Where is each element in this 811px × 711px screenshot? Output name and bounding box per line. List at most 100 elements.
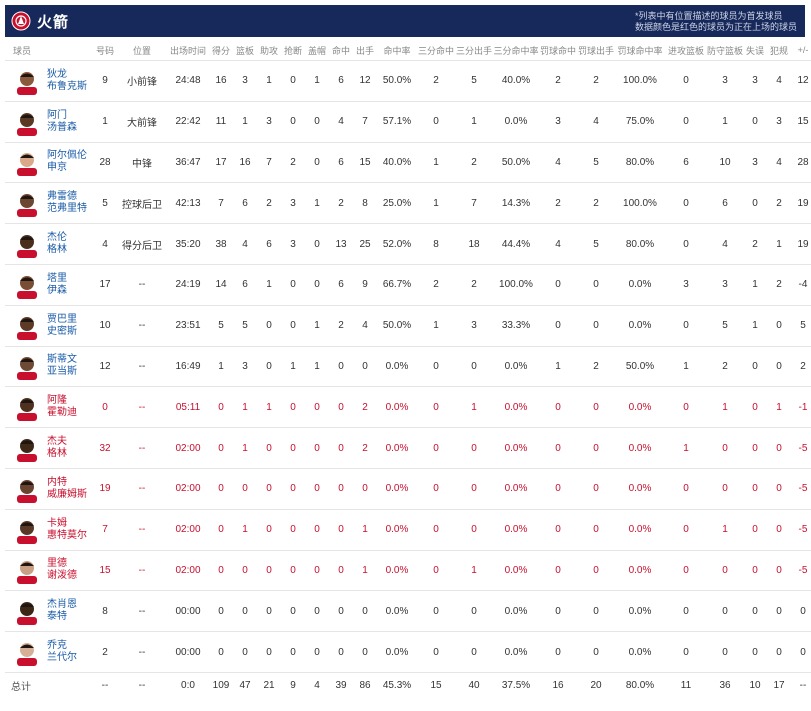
table-row[interactable]: 卡姆 惠特莫尔 7 -- 02:00 0 1 0 0 0 0 1 0.0% 0 0 0.0% 0 0 0.0% 0 1 0… [5,509,811,551]
player-name-first: 里德 [47,558,67,570]
player-name-link[interactable]: 杰夫 格林 [47,436,67,460]
table-row[interactable]: 弗雷德 范弗里特 5 控球后卫 42:13 7 6 2 3 1 2 8 25.0% 1 7 14.3% 2 2 10… [5,182,811,225]
stat-tpm: 0 [417,631,455,673]
stat-pts: 14 [209,264,233,306]
avatar [13,67,41,95]
player-name-link[interactable]: 乔克 兰代尔 [47,640,77,664]
stat-fga: 12 [353,60,377,102]
player-cell[interactable]: 杰伦 格林 [5,223,93,265]
table-row[interactable]: 阿隆 霍勒迪 0 -- 05:11 0 1 1 0 0 0 2 0.0% 0 1 0.0% 0 0 0.0% 0 1 0 1… [5,386,811,429]
player-name-link[interactable]: 弗雷德 范弗里特 [47,191,87,215]
player-name-link[interactable]: 塔里 伊森 [47,273,67,297]
stat-dreb: 0 [707,631,743,673]
player-name-last: 范弗里特 [47,203,87,215]
player-name-link[interactable]: 内特 威廉姆斯 [47,477,87,501]
stat-tpm: 1 [417,305,455,347]
table-row[interactable]: 狄龙 布鲁克斯 9 小前锋 24:48 16 3 1 0 1 6 12 50.0% 2 5 40.0% 2 2 10… [5,60,811,102]
stat-pf: 2 [767,182,791,225]
stat-reb: 0 [233,631,257,673]
table-row[interactable]: 杰伦 格林 4 得分后卫 35:20 38 4 6 3 0 13 25 52.0% 8 18 44.4% 4 5 8… [5,223,811,265]
player-name-link[interactable]: 杰肖恩 泰特 [47,599,77,623]
stat-oreb: 0 [665,223,707,265]
stat-pts: 7 [209,182,233,225]
player-name-link[interactable]: 杰伦 格林 [47,232,67,256]
stat-ftp: 0.0% [615,550,665,592]
player-cell[interactable]: 里德 谢泼德 [5,550,93,592]
stat-tov: 0 [743,590,767,633]
team-name: 火箭 [37,13,70,31]
stat-ast: 0 [257,305,281,347]
total-num: -- [101,680,109,692]
player-name-link[interactable]: 贾巴里 史密斯 [47,314,77,338]
player-name-link[interactable]: 阿门 汤普森 [47,110,77,134]
table-row[interactable]: 里德 谢泼德 15 -- 02:00 0 0 0 0 0 0 1 0.0% 0 1 0.0% 0 0 0.0% 0 0 0… [5,550,811,592]
table-row[interactable]: 乔克 兰代尔 2 -- 00:00 0 0 0 0 0 0 0 0.0% 0 0 0.0% 0 0 0.0% 0 0 0 0… [5,631,811,673]
player-cell[interactable]: 阿隆 霍勒迪 [5,386,93,429]
stat-fgm: 0 [329,590,353,633]
player-name-last: 惠特莫尔 [47,529,87,541]
table-row[interactable]: 杰夫 格林 32 -- 02:00 0 1 0 0 0 0 2 0.0% 0 0 0.0% 0 0 0.0% 1 0 0 0… [5,427,811,469]
player-cell[interactable]: 斯蒂文 亚当斯 [5,346,93,388]
total-fga: 86 [359,680,371,692]
table-row[interactable]: 杰肖恩 泰特 8 -- 00:00 0 0 0 0 0 0 0 0.0% 0 0 0.0% 0 0 0.0% 0 0 0 0… [5,590,811,633]
player-cell[interactable]: 狄龙 布鲁克斯 [5,60,93,102]
stat-reb: 1 [233,101,257,143]
stat-blk: 1 [305,305,329,347]
stat-tpp: 0.0% [493,386,539,429]
column-header: 三分命中率 [493,40,539,61]
player-name-last: 谢泼德 [47,570,77,582]
stat-stl: 0 [281,60,305,102]
stat-reb: 0 [233,590,257,633]
player-cell[interactable]: 阿尔佩伦 申京 [5,142,93,184]
table-row[interactable]: 塔里 伊森 17 -- 24:19 14 6 1 0 0 6 9 66.7% 2 2 100.0% 0 0 0.0%… [5,264,811,306]
stat-num: 9 [93,60,117,102]
stat-fgp: 57.1% [377,101,417,143]
column-header: 出手 [353,40,377,61]
player-cell[interactable]: 杰夫 格林 [5,427,93,469]
stat-tpm: 0 [417,427,455,469]
player-cell[interactable]: 乔克 兰代尔 [5,631,93,673]
table-row[interactable]: 内特 威廉姆斯 19 -- 02:00 0 0 0 0 0 0 0 0.0% 0 0 0.0% 0 0 0.0% 0 0… [5,468,811,510]
stat-fta: 0 [577,427,615,469]
stat-pos: -- [117,468,167,510]
stat-ftm: 2 [539,182,577,225]
player-cell[interactable]: 阿门 汤普森 [5,101,93,143]
player-name-link[interactable]: 阿尔佩伦 申京 [47,150,87,174]
stat-tov: 1 [743,305,767,347]
player-cell[interactable]: 卡姆 惠特莫尔 [5,509,93,551]
player-name-link[interactable]: 斯蒂文 亚当斯 [47,354,77,378]
stat-dreb: 0 [707,550,743,592]
stat-fga: 9 [353,264,377,306]
column-header: 出场时间 [167,40,209,61]
stat-tov: 0 [743,427,767,469]
table-row[interactable]: 阿门 汤普森 1 大前锋 22:42 11 1 3 0 0 4 7 57.1% 0 1 0.0% 3 4 75.0%… [5,101,811,143]
player-cell[interactable]: 贾巴里 史密斯 [5,305,93,347]
stat-pos: 得分后卫 [117,223,167,265]
table-row[interactable]: 斯蒂文 亚当斯 12 -- 16:49 1 3 0 1 1 0 0 0.0% 0 0 0.0% 1 2 50.0% 1… [5,346,811,388]
stat-dreb: 3 [707,264,743,306]
player-cell[interactable]: 杰肖恩 泰特 [5,590,93,633]
player-cell[interactable]: 弗雷德 范弗里特 [5,182,93,225]
stat-tpm: 0 [417,101,455,143]
stat-tov: 0 [743,182,767,225]
table-row[interactable]: 贾巴里 史密斯 10 -- 23:51 5 5 0 0 1 2 4 50.0% 1 3 33.3% 0 0 0.0%… [5,305,811,347]
stat-ast: 0 [257,631,281,673]
player-name-first: 卡姆 [47,517,67,529]
player-name-link[interactable]: 卡姆 惠特莫尔 [47,518,87,542]
player-cell[interactable]: 塔里 伊森 [5,264,93,306]
stat-pm: 5 [791,305,811,347]
total-tov: 10 [749,680,761,692]
table-row[interactable]: 阿尔佩伦 申京 28 中锋 36:47 17 16 7 2 0 6 15 40.0% 1 2 50.0% 4 5 8… [5,142,811,184]
player-name-first: 贾巴里 [47,313,77,325]
player-name-last: 伊森 [47,284,67,296]
player-name-link[interactable]: 狄龙 布鲁克斯 [47,69,87,93]
player-cell[interactable]: 内特 威廉姆斯 [5,468,93,510]
stat-num: 15 [93,550,117,592]
stat-tpa: 2 [455,142,493,184]
stat-pts: 0 [209,509,233,551]
stat-oreb: 3 [665,264,707,306]
player-name-link[interactable]: 阿隆 霍勒迪 [47,395,77,419]
player-name-link[interactable]: 里德 谢泼德 [47,558,77,582]
player-name-last: 亚当斯 [47,366,77,378]
stat-ftp: 75.0% [615,101,665,143]
